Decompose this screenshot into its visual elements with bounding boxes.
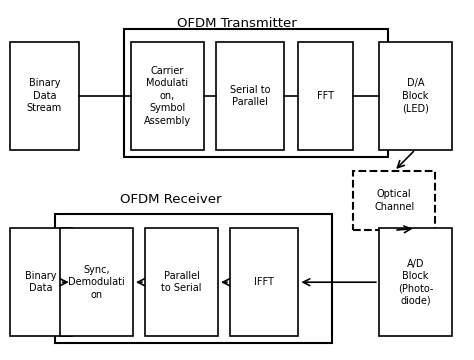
Text: OFDM Transmitter: OFDM Transmitter — [177, 17, 297, 30]
Text: Serial to
Parallel: Serial to Parallel — [230, 85, 270, 107]
Bar — [230, 228, 299, 336]
Text: A/D
Block
(Photo-
diode): A/D Block (Photo- diode) — [398, 258, 433, 306]
Bar — [55, 214, 331, 343]
Text: Parallel
to Serial: Parallel to Serial — [161, 271, 202, 293]
Bar — [145, 228, 218, 336]
Bar — [10, 228, 72, 336]
Text: Sync,
Demodulati
on: Sync, Demodulati on — [68, 265, 125, 300]
Bar — [379, 42, 452, 149]
Text: Binary
Data: Binary Data — [25, 271, 56, 293]
Bar — [353, 171, 436, 230]
Text: Optical
Channel: Optical Channel — [374, 189, 414, 212]
Text: FFT: FFT — [317, 91, 334, 101]
Text: IFFT: IFFT — [254, 277, 274, 287]
Bar — [379, 228, 452, 336]
Bar — [124, 30, 388, 157]
Text: D/A
Block
(LED): D/A Block (LED) — [402, 78, 429, 113]
Text: Binary
Data
Stream: Binary Data Stream — [27, 78, 62, 113]
Bar — [10, 42, 79, 149]
Bar — [299, 42, 353, 149]
Text: OFDM Receiver: OFDM Receiver — [120, 193, 221, 206]
Text: Carrier
Modulati
on,
Symbol
Assembly: Carrier Modulati on, Symbol Assembly — [144, 66, 191, 126]
Bar — [216, 42, 284, 149]
Bar — [131, 42, 204, 149]
Bar — [60, 228, 133, 336]
